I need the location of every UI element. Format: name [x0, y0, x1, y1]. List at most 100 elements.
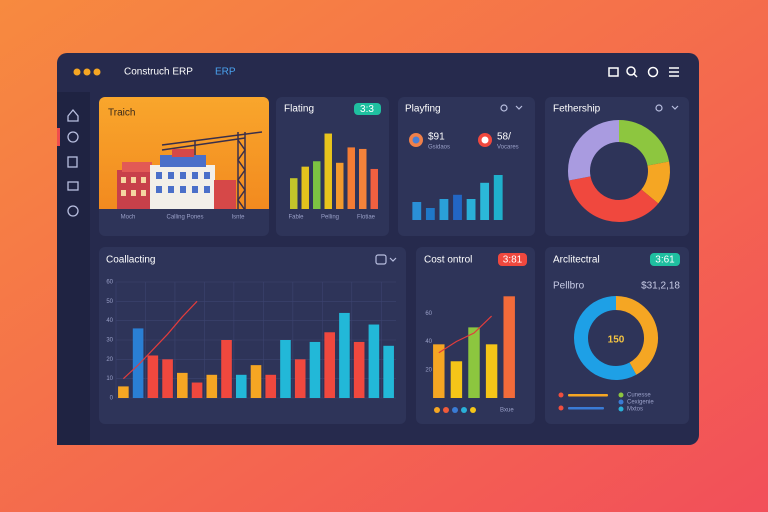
- bar: [493, 175, 503, 220]
- y-tick-label: 40: [106, 318, 113, 324]
- center-value: 150: [608, 335, 625, 346]
- trend-line: [122, 300, 198, 380]
- bar: [132, 328, 144, 398]
- bar: [280, 340, 291, 398]
- legend-label: Mxtos: [627, 407, 643, 413]
- badge: [498, 253, 527, 266]
- panel-title: Arclitectral: [553, 255, 600, 266]
- bar: [118, 386, 129, 398]
- legend-dot: [618, 392, 624, 398]
- donut-segment: [574, 296, 637, 380]
- bar: [339, 312, 350, 398]
- panel-title: Traich: [108, 108, 135, 119]
- bar: [191, 382, 203, 398]
- active-marker: [57, 128, 60, 146]
- bar: [324, 332, 335, 398]
- bar: [503, 296, 515, 398]
- badge-text: 3:3: [360, 104, 374, 115]
- panel-label: Pellbro: [553, 281, 585, 292]
- badge: [650, 253, 680, 266]
- legend-dot: [443, 407, 449, 413]
- bar: [485, 344, 498, 398]
- bar: [425, 208, 435, 220]
- bar: [336, 162, 344, 209]
- bar: [177, 372, 188, 398]
- bar: [480, 182, 490, 220]
- bar: [290, 178, 298, 209]
- bar: [439, 199, 449, 220]
- donut-segment: [618, 120, 670, 167]
- legend-dot: [470, 407, 476, 413]
- bar: [147, 355, 159, 398]
- y-tick-label: 20: [106, 357, 113, 363]
- legend-dot: [461, 407, 467, 413]
- y-tick-label: 20: [425, 367, 432, 373]
- panel: [545, 247, 689, 424]
- header-icons[interactable]: [608, 66, 679, 78]
- panel-label: Flotiae: [357, 215, 376, 221]
- panel-label: Isnte: [231, 215, 245, 221]
- bar: [250, 365, 262, 398]
- panel-title: Playfing: [405, 104, 441, 115]
- bar: [235, 374, 247, 398]
- trend-line: [438, 315, 493, 354]
- bar: [412, 202, 422, 220]
- bar: [383, 345, 394, 398]
- stat-value: $91: [428, 132, 445, 143]
- bar: [294, 359, 306, 398]
- y-tick-label: 60: [106, 280, 113, 286]
- badge-text: 3:81: [503, 255, 523, 266]
- panel-label: Calling Pones: [166, 215, 203, 221]
- bar: [450, 361, 463, 398]
- legend-dot: [618, 399, 624, 405]
- bar: [265, 374, 277, 398]
- bar: [162, 359, 173, 398]
- donut-segment: [640, 161, 670, 204]
- panel-icons[interactable]: [375, 254, 397, 265]
- bar: [221, 340, 232, 398]
- y-tick-label: 50: [106, 299, 113, 305]
- y-tick-label: 0: [110, 396, 114, 402]
- donut-segment: [615, 296, 658, 375]
- legend-dot: [618, 406, 624, 412]
- stat-label: Gsidaos: [428, 145, 450, 151]
- bar: [466, 199, 476, 220]
- bar: [433, 344, 445, 398]
- app-title: Construch ERP: [124, 67, 193, 78]
- construction-illustration: [117, 131, 263, 211]
- donut-segment: [568, 175, 659, 222]
- y-tick-label: 10: [106, 376, 113, 382]
- legend-label: Cunesse: [627, 393, 651, 399]
- stat-label: Vocares: [497, 145, 519, 151]
- panel-icons[interactable]: [655, 104, 679, 112]
- panel-title: Fethership: [553, 104, 601, 115]
- y-tick-label: 40: [425, 339, 432, 345]
- app-suffix: ERP: [215, 67, 236, 78]
- legend-lines: [558, 392, 608, 411]
- panel-note: Bxue: [500, 408, 514, 414]
- bar: [368, 324, 380, 398]
- bar: [353, 341, 365, 398]
- panel-icons[interactable]: [500, 104, 523, 112]
- y-tick-label: 60: [425, 311, 432, 317]
- bar: [309, 341, 321, 398]
- bar: [370, 168, 378, 209]
- badge-text: 3:61: [655, 255, 675, 266]
- panel-amount: $31,2,18: [641, 281, 680, 292]
- panel-label: Fable: [288, 215, 304, 221]
- panel-title: Flating: [284, 104, 314, 115]
- legend-label: Cexigenie: [627, 400, 654, 406]
- panel-label: Moch: [121, 215, 136, 221]
- panel-title: Cost ontrol: [424, 255, 472, 266]
- bar: [359, 148, 367, 209]
- bar: [324, 133, 332, 209]
- legend-dot: [434, 407, 440, 413]
- panel-label: Pelling: [321, 215, 339, 221]
- bar: [453, 194, 462, 220]
- sidebar-icons[interactable]: [67, 108, 79, 217]
- panel-title: Coallacting: [106, 255, 155, 266]
- bar: [347, 147, 355, 209]
- bar: [206, 374, 218, 398]
